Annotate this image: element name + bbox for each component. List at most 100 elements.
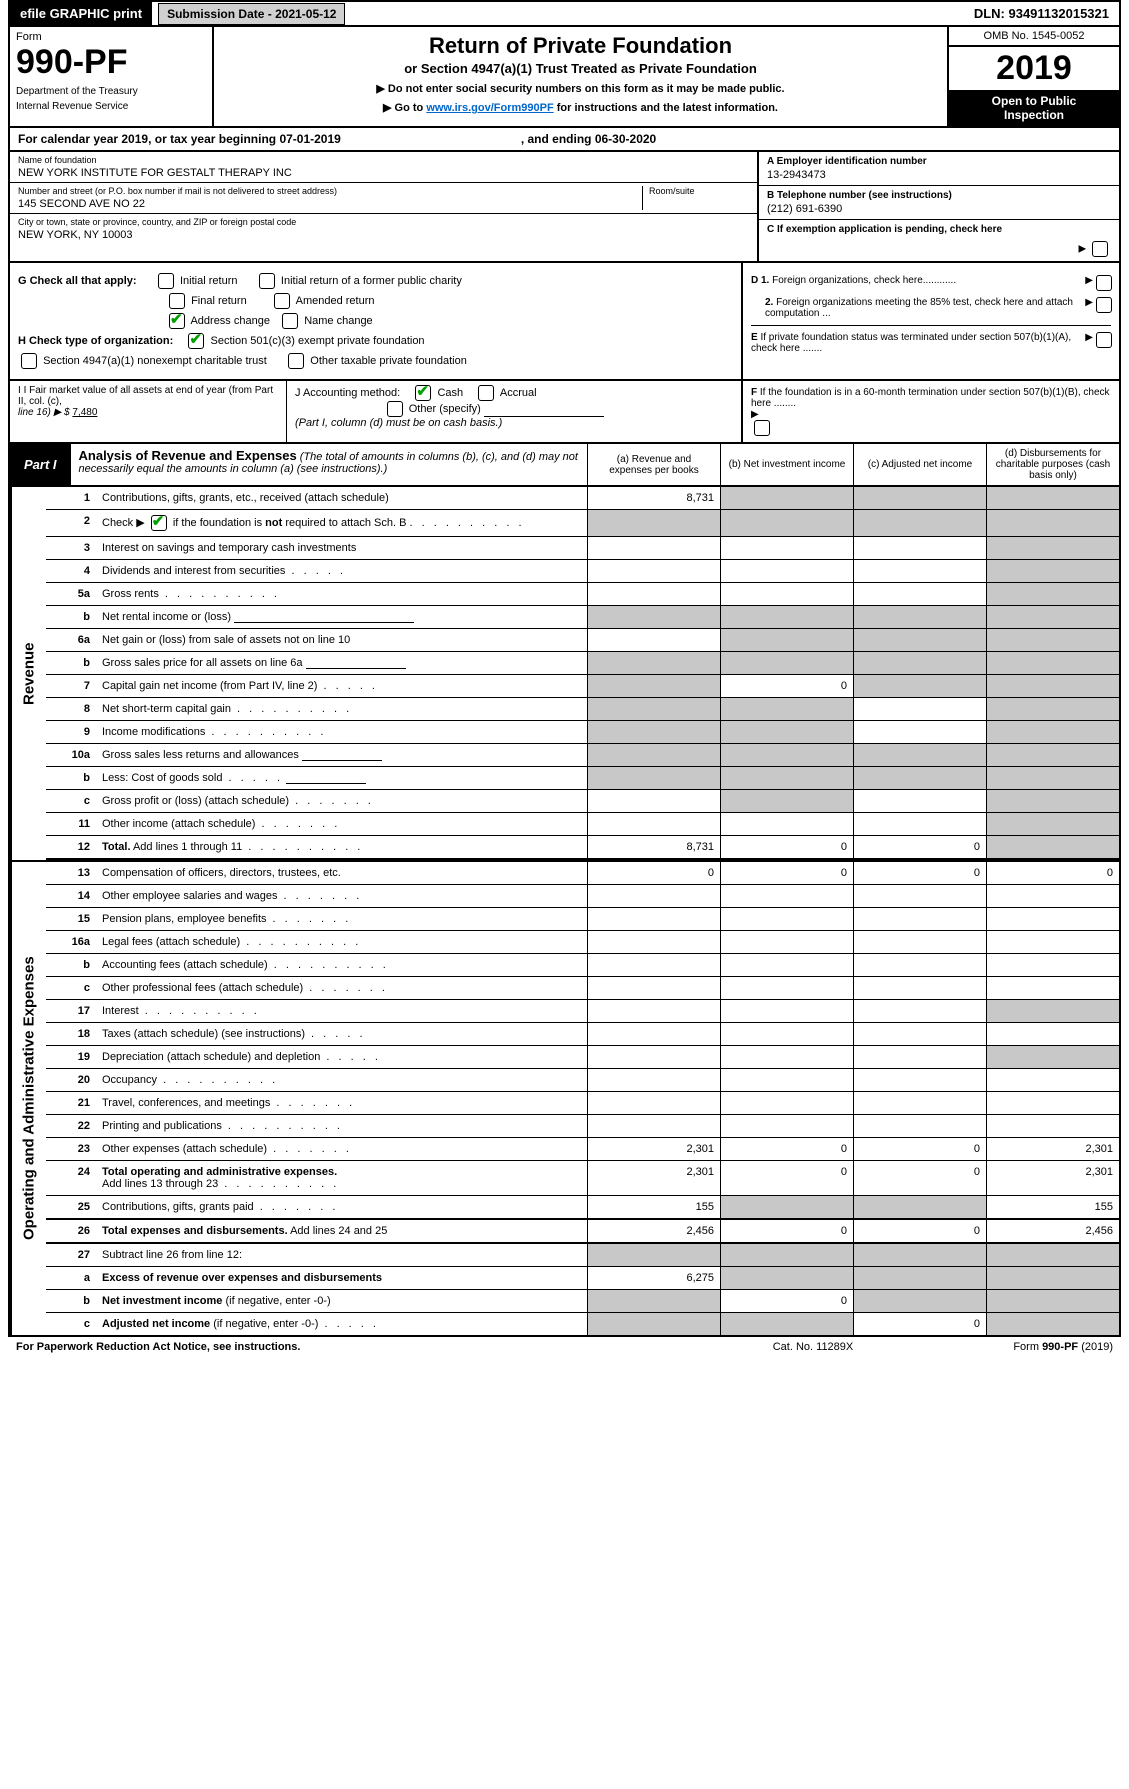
j-block: J Accounting method: Cash Accrual Other … — [287, 381, 741, 442]
row-25: 25 Contributions, gifts, grants paid 155… — [46, 1196, 1119, 1220]
row-18: 18 Taxes (attach schedule) (see instruct… — [46, 1023, 1119, 1046]
row-1-d — [986, 487, 1119, 509]
row-25-num: 25 — [46, 1196, 96, 1218]
row-7-d — [986, 675, 1119, 697]
other-method-label: Other (specify) — [409, 403, 481, 415]
cash-checkbox[interactable] — [415, 385, 431, 401]
row-5b-num: b — [46, 606, 96, 628]
row-5a: 5a Gross rents — [46, 583, 1119, 606]
row-26-desc: Total expenses and disbursements. Add li… — [96, 1220, 587, 1242]
row-5b-a — [587, 606, 720, 628]
row-1-a: 8,731 — [587, 487, 720, 509]
form990pf-link[interactable]: www.irs.gov/Form990PF — [426, 102, 553, 114]
address-block: Name of foundation NEW YORK INSTITUTE FO… — [8, 152, 1121, 263]
row-19-c — [853, 1046, 986, 1068]
footer-right-pre: Form — [1013, 1341, 1042, 1353]
other-method-checkbox[interactable] — [387, 401, 403, 417]
row-9-c — [853, 721, 986, 743]
row-26-a: 2,456 — [587, 1220, 720, 1242]
d2-checkbox[interactable] — [1096, 297, 1112, 313]
row-16b-c — [853, 954, 986, 976]
address-change-label: Address change — [190, 315, 270, 327]
row-8-c — [853, 698, 986, 720]
row-16a-a — [587, 931, 720, 953]
i-j-left: I I Fair market value of all assets at e… — [10, 381, 741, 442]
row-4-num: 4 — [46, 560, 96, 582]
h-row-2: Section 4947(a)(1) nonexempt charitable … — [18, 353, 733, 369]
row-16a-d — [986, 931, 1119, 953]
row-7-num: 7 — [46, 675, 96, 697]
row-25-a: 155 — [587, 1196, 720, 1218]
row-7-desc: Capital gain net income (from Part IV, l… — [96, 675, 587, 697]
sch-b-checkbox[interactable] — [151, 515, 167, 531]
exemption-pending-row: C If exemption application is pending, c… — [759, 220, 1119, 261]
4947-checkbox[interactable] — [21, 353, 37, 369]
row-27b-num: b — [46, 1290, 96, 1312]
revenue-table: Revenue 1 Contributions, gifts, grants, … — [8, 487, 1121, 862]
row-25-b — [720, 1196, 853, 1218]
row-1-c — [853, 487, 986, 509]
row-16a-desc: Legal fees (attach schedule) — [96, 931, 587, 953]
row-16c-desc: Other professional fees (attach schedule… — [96, 977, 587, 999]
row-27c-a — [587, 1313, 720, 1335]
d1-checkbox[interactable] — [1096, 275, 1112, 291]
row-27b-c — [853, 1290, 986, 1312]
row-27: 27 Subtract line 26 from line 12: — [46, 1244, 1119, 1267]
row-17-num: 17 — [46, 1000, 96, 1022]
row-23-c: 0 — [853, 1138, 986, 1160]
part-i-title: Analysis of Revenue and Expenses (The to… — [71, 444, 587, 485]
row-20-c — [853, 1069, 986, 1091]
phone-row: B Telephone number (see instructions) (2… — [759, 186, 1119, 220]
row-13-c: 0 — [853, 862, 986, 884]
row-10c-d — [986, 790, 1119, 812]
amended-return-checkbox[interactable] — [274, 293, 290, 309]
row-27-num: 27 — [46, 1244, 96, 1266]
row-23-num: 23 — [46, 1138, 96, 1160]
part-i-label: Part I — [10, 444, 71, 485]
row-19-b — [720, 1046, 853, 1068]
g-row-2: Final return Amended return — [18, 293, 733, 309]
final-return-checkbox[interactable] — [169, 293, 185, 309]
row-8: 8 Net short-term capital gain — [46, 698, 1119, 721]
row-15: 15 Pension plans, employee benefits — [46, 908, 1119, 931]
row-19: 19 Depreciation (attach schedule) and de… — [46, 1046, 1119, 1069]
name-change-checkbox[interactable] — [282, 313, 298, 329]
form-title: Return of Private Foundation — [222, 33, 939, 59]
accrual-checkbox[interactable] — [478, 385, 494, 401]
row-27b-d — [986, 1290, 1119, 1312]
row-15-desc: Pension plans, employee benefits — [96, 908, 587, 930]
omb-number: OMB No. 1545-0052 — [949, 27, 1119, 47]
j-note: (Part I, column (d) must be on cash basi… — [295, 417, 502, 429]
row-8-num: 8 — [46, 698, 96, 720]
row-2-num: 2 — [46, 510, 96, 536]
row-11-d — [986, 813, 1119, 835]
initial-return-checkbox[interactable] — [158, 273, 174, 289]
c-arrow-box: ▶ — [767, 241, 1111, 257]
f-checkbox[interactable] — [754, 420, 770, 436]
other-taxable-checkbox[interactable] — [288, 353, 304, 369]
row-6b-num: b — [46, 652, 96, 674]
i-block: I I Fair market value of all assets at e… — [10, 381, 287, 442]
g-row-3: Address change Name change — [18, 313, 733, 329]
address-change-checkbox[interactable] — [169, 313, 185, 329]
row-2-desc-post: if the foundation is not required to att… — [173, 517, 407, 529]
row-16c-b — [720, 977, 853, 999]
row-13-d: 0 — [986, 862, 1119, 884]
row-3-d — [986, 537, 1119, 559]
expenses-table: Operating and Administrative Expenses 13… — [8, 862, 1121, 1337]
initial-former-checkbox[interactable] — [259, 273, 275, 289]
c-checkbox[interactable] — [1092, 241, 1108, 257]
row-19-num: 19 — [46, 1046, 96, 1068]
row-11-num: 11 — [46, 813, 96, 835]
501c3-checkbox[interactable] — [188, 333, 204, 349]
row-5b: b Net rental income or (loss) — [46, 606, 1119, 629]
row-21-desc: Travel, conferences, and meetings — [96, 1092, 587, 1114]
row-27c-desc: Adjusted net income (if negative, enter … — [96, 1313, 587, 1335]
row-10b-b — [720, 767, 853, 789]
row-6a-desc: Net gain or (loss) from sale of assets n… — [96, 629, 587, 651]
row-11: 11 Other income (attach schedule) — [46, 813, 1119, 836]
e-checkbox[interactable] — [1096, 332, 1112, 348]
row-24-b: 0 — [720, 1161, 853, 1195]
row-10c-a — [587, 790, 720, 812]
row-13-a: 0 — [587, 862, 720, 884]
